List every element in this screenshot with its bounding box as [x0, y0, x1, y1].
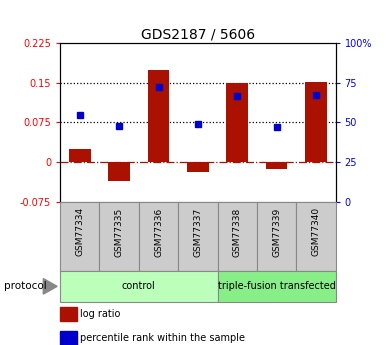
- Polygon shape: [43, 279, 57, 294]
- Text: GSM77340: GSM77340: [312, 207, 320, 256]
- Bar: [296, 202, 336, 271]
- Text: control: control: [122, 282, 156, 291]
- Text: GSM77335: GSM77335: [115, 207, 124, 257]
- Bar: [266, 162, 288, 169]
- Bar: [148, 70, 169, 162]
- Bar: [218, 202, 257, 271]
- Text: GSM77339: GSM77339: [272, 207, 281, 257]
- Title: GDS2187 / 5606: GDS2187 / 5606: [141, 28, 255, 42]
- Bar: [227, 83, 248, 162]
- Bar: [257, 202, 296, 271]
- Bar: [99, 202, 139, 271]
- Text: GSM77336: GSM77336: [154, 207, 163, 257]
- Text: log ratio: log ratio: [80, 309, 120, 319]
- Text: GSM77334: GSM77334: [75, 207, 84, 256]
- Text: triple-fusion transfected: triple-fusion transfected: [218, 282, 336, 291]
- Bar: [187, 162, 209, 172]
- Bar: [218, 271, 336, 302]
- Text: GSM77338: GSM77338: [233, 207, 242, 257]
- Text: percentile rank within the sample: percentile rank within the sample: [80, 333, 245, 343]
- Bar: [108, 162, 130, 181]
- Bar: [139, 202, 178, 271]
- Bar: [60, 331, 77, 345]
- Bar: [60, 307, 77, 321]
- Text: protocol: protocol: [4, 282, 47, 291]
- Bar: [178, 202, 218, 271]
- Bar: [60, 271, 218, 302]
- Text: GSM77337: GSM77337: [193, 207, 203, 257]
- Bar: [69, 149, 91, 162]
- Bar: [305, 82, 327, 162]
- Bar: [60, 202, 99, 271]
